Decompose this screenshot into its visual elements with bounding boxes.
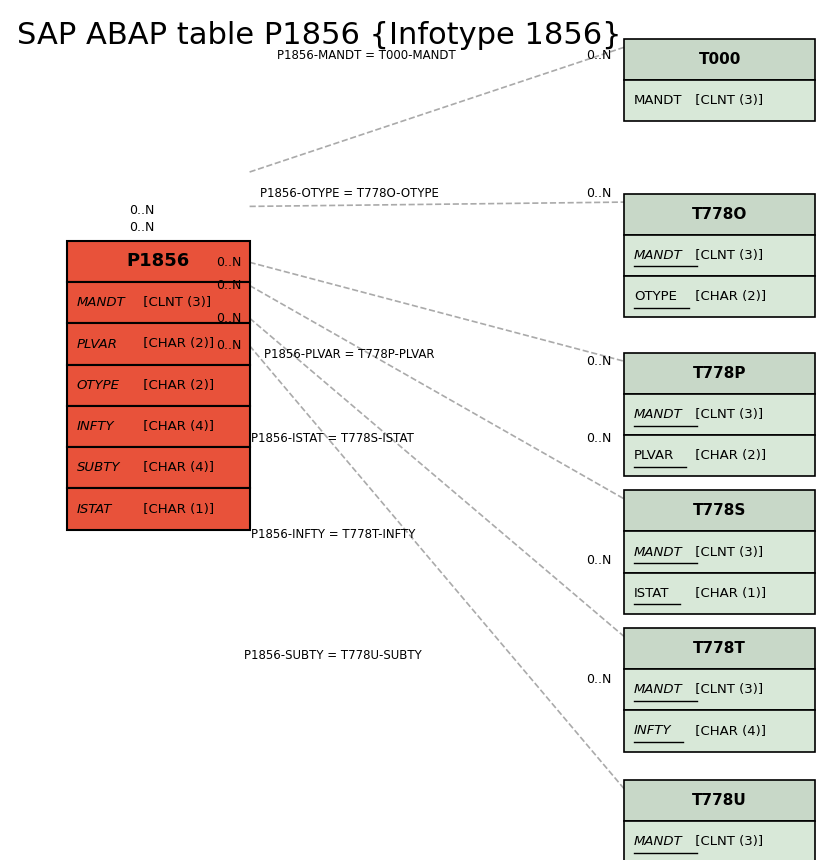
- Text: [CHAR (2)]: [CHAR (2)]: [139, 378, 214, 392]
- Text: [CLNT (3)]: [CLNT (3)]: [139, 296, 211, 310]
- Text: SUBTY: SUBTY: [77, 461, 120, 475]
- Text: [CHAR (1)]: [CHAR (1)]: [691, 587, 765, 600]
- Text: T000: T000: [699, 52, 740, 67]
- FancyBboxPatch shape: [67, 488, 250, 530]
- FancyBboxPatch shape: [624, 821, 815, 860]
- Text: 0..N: 0..N: [216, 339, 241, 353]
- Text: INFTY: INFTY: [77, 420, 114, 433]
- Text: PLVAR: PLVAR: [77, 337, 117, 351]
- Text: PLVAR: PLVAR: [634, 449, 674, 463]
- Text: 0..N: 0..N: [129, 204, 154, 218]
- Text: MANDT: MANDT: [634, 545, 683, 559]
- Text: [CLNT (3)]: [CLNT (3)]: [691, 408, 763, 421]
- Text: P1856-SUBTY = T778U-SUBTY: P1856-SUBTY = T778U-SUBTY: [244, 648, 422, 662]
- FancyBboxPatch shape: [624, 710, 815, 752]
- Text: P1856-ISTAT = T778S-ISTAT: P1856-ISTAT = T778S-ISTAT: [251, 432, 414, 445]
- Text: [CHAR (1)]: [CHAR (1)]: [139, 502, 214, 516]
- Text: [CHAR (2)]: [CHAR (2)]: [691, 290, 765, 304]
- FancyBboxPatch shape: [67, 406, 250, 447]
- FancyBboxPatch shape: [67, 447, 250, 488]
- Text: [CHAR (2)]: [CHAR (2)]: [691, 449, 765, 463]
- FancyBboxPatch shape: [67, 241, 250, 282]
- FancyBboxPatch shape: [624, 531, 815, 573]
- Text: [CLNT (3)]: [CLNT (3)]: [691, 545, 763, 559]
- Text: T778S: T778S: [693, 503, 746, 519]
- Text: 0..N: 0..N: [587, 187, 612, 200]
- Text: 0..N: 0..N: [216, 255, 241, 269]
- Text: MANDT: MANDT: [634, 408, 683, 421]
- FancyBboxPatch shape: [624, 490, 815, 531]
- Text: OTYPE: OTYPE: [77, 378, 120, 392]
- Text: [CHAR (4)]: [CHAR (4)]: [691, 724, 765, 738]
- Text: 0..N: 0..N: [587, 673, 612, 686]
- Text: P1856-PLVAR = T778P-PLVAR: P1856-PLVAR = T778P-PLVAR: [265, 347, 434, 361]
- Text: T778P: T778P: [693, 366, 746, 381]
- Text: [CHAR (4)]: [CHAR (4)]: [139, 461, 214, 475]
- Text: 0..N: 0..N: [587, 554, 612, 568]
- FancyBboxPatch shape: [624, 573, 815, 614]
- FancyBboxPatch shape: [67, 282, 250, 323]
- Text: SAP ABAP table P1856 {Infotype 1856}: SAP ABAP table P1856 {Infotype 1856}: [17, 22, 622, 51]
- Text: 0..N: 0..N: [129, 221, 154, 235]
- Text: 0..N: 0..N: [216, 279, 241, 292]
- Text: [CLNT (3)]: [CLNT (3)]: [691, 835, 763, 849]
- Text: [CLNT (3)]: [CLNT (3)]: [691, 249, 763, 262]
- Text: 0..N: 0..N: [587, 354, 612, 368]
- Text: T778O: T778O: [692, 206, 747, 222]
- FancyBboxPatch shape: [624, 628, 815, 669]
- Text: T778U: T778U: [692, 793, 747, 808]
- Text: MANDT: MANDT: [634, 249, 683, 262]
- Text: T778T: T778T: [693, 641, 746, 656]
- FancyBboxPatch shape: [624, 80, 815, 121]
- Text: P1856: P1856: [126, 253, 190, 270]
- FancyBboxPatch shape: [624, 669, 815, 710]
- Text: ISTAT: ISTAT: [77, 502, 112, 516]
- Text: 0..N: 0..N: [587, 432, 612, 445]
- Text: OTYPE: OTYPE: [634, 290, 677, 304]
- FancyBboxPatch shape: [624, 194, 815, 235]
- FancyBboxPatch shape: [624, 780, 815, 821]
- Text: [CLNT (3)]: [CLNT (3)]: [691, 94, 763, 108]
- Text: [CLNT (3)]: [CLNT (3)]: [691, 683, 763, 697]
- Text: MANDT: MANDT: [634, 683, 683, 697]
- Text: 0..N: 0..N: [216, 311, 241, 325]
- Text: P1856-INFTY = T778T-INFTY: P1856-INFTY = T778T-INFTY: [250, 528, 415, 542]
- Text: 0..N: 0..N: [587, 49, 612, 63]
- Text: P1856-OTYPE = T778O-OTYPE: P1856-OTYPE = T778O-OTYPE: [260, 187, 438, 200]
- FancyBboxPatch shape: [624, 276, 815, 317]
- Text: MANDT: MANDT: [634, 835, 683, 849]
- FancyBboxPatch shape: [624, 235, 815, 276]
- Text: INFTY: INFTY: [634, 724, 671, 738]
- FancyBboxPatch shape: [624, 353, 815, 394]
- Text: MANDT: MANDT: [77, 296, 126, 310]
- FancyBboxPatch shape: [624, 39, 815, 80]
- FancyBboxPatch shape: [67, 323, 250, 365]
- Text: P1856-MANDT = T000-MANDT: P1856-MANDT = T000-MANDT: [277, 49, 455, 63]
- Text: ISTAT: ISTAT: [634, 587, 670, 600]
- FancyBboxPatch shape: [67, 365, 250, 406]
- Text: MANDT: MANDT: [634, 94, 682, 108]
- Text: [CHAR (4)]: [CHAR (4)]: [139, 420, 214, 433]
- FancyBboxPatch shape: [624, 435, 815, 476]
- Text: [CHAR (2)]: [CHAR (2)]: [139, 337, 214, 351]
- FancyBboxPatch shape: [624, 394, 815, 435]
